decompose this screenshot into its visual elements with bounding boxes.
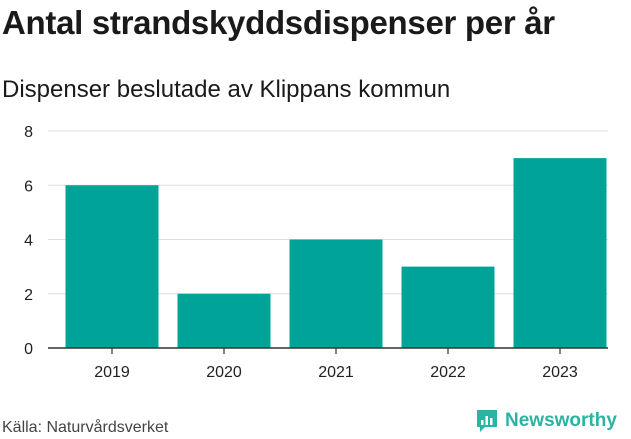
newsworthy-logo-icon	[477, 410, 497, 432]
bar-2021	[289, 239, 383, 348]
brand-logo: Newsworthy	[475, 408, 617, 434]
x-axis-ticks: 2019 2020 2021 2022 2023	[94, 348, 578, 381]
chart-title: Antal strandskyddsdispenser per år	[2, 4, 555, 41]
y-tick-label: 2	[24, 287, 33, 304]
y-axis-ticks: 0 2 4 6 8	[24, 124, 33, 358]
chart-subtitle: Dispenser beslutade av Klippans kommun	[2, 76, 451, 103]
x-tick-label: 2022	[430, 364, 466, 381]
source-credit: Källa: Naturvårdsverket	[2, 419, 169, 436]
bar-2019	[65, 185, 159, 348]
x-tick-label: 2023	[542, 364, 578, 381]
bars	[65, 158, 607, 348]
brand-name: Newsworthy	[505, 410, 617, 431]
bar-2023	[513, 158, 607, 348]
y-tick-label: 6	[24, 178, 33, 195]
y-tick-label: 4	[24, 233, 33, 250]
bar-2022	[401, 266, 495, 348]
y-tick-label: 8	[24, 124, 33, 141]
x-tick-label: 2021	[318, 364, 354, 381]
bar-2020	[177, 293, 271, 348]
x-tick-label: 2020	[206, 364, 242, 381]
x-tick-label: 2019	[94, 364, 130, 381]
y-tick-label: 0	[24, 341, 33, 358]
